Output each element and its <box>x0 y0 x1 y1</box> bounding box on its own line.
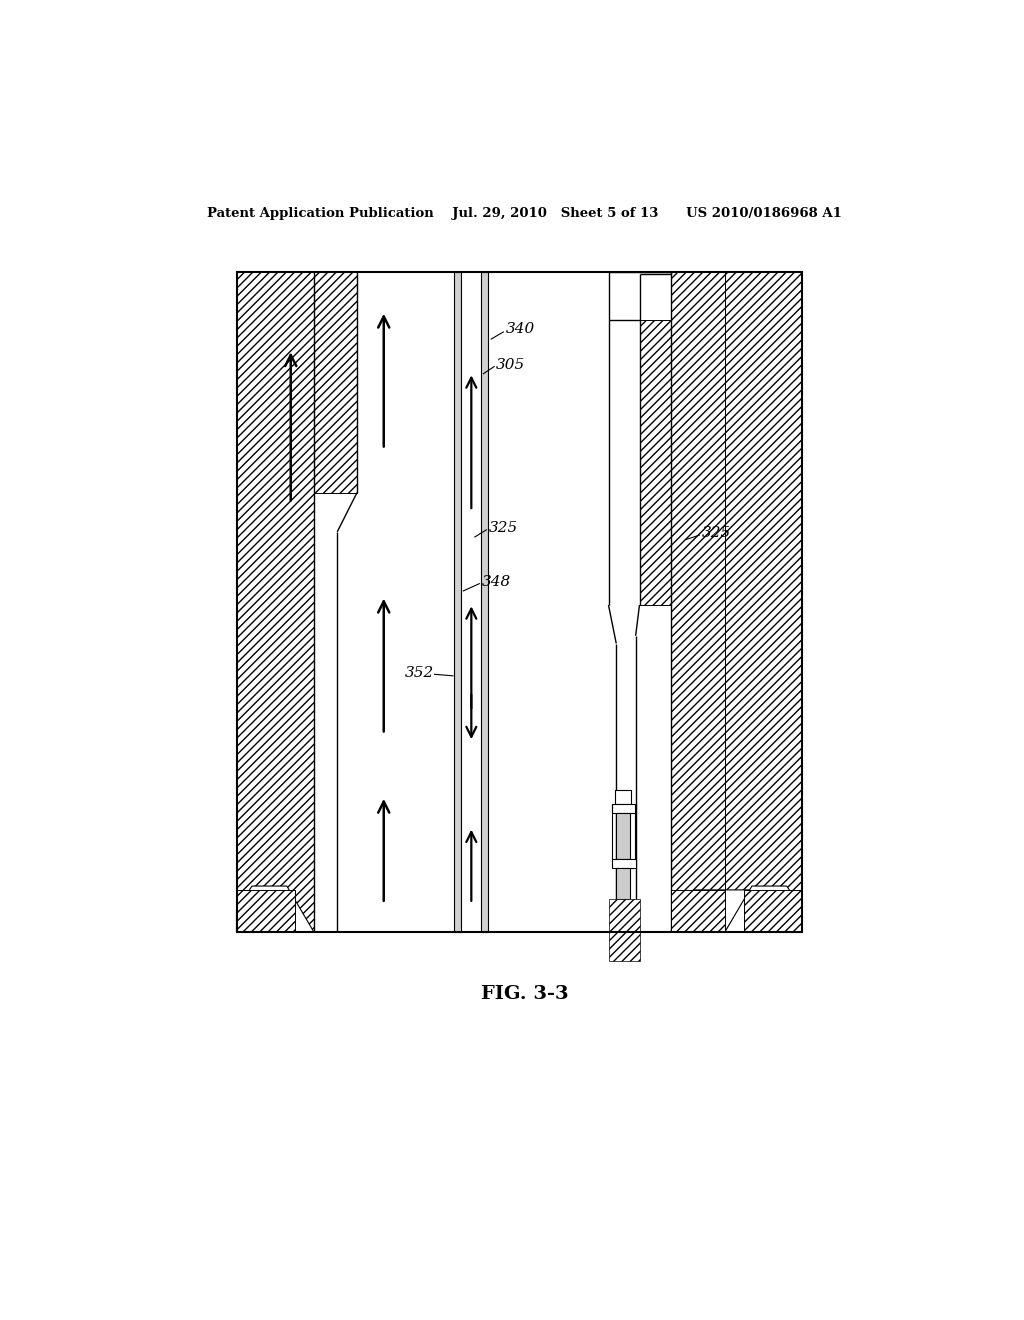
Bar <box>237 272 314 932</box>
Bar <box>616 813 630 859</box>
Bar <box>640 321 671 605</box>
Text: 325: 325 <box>701 527 731 540</box>
Bar <box>616 869 630 899</box>
Bar <box>725 272 802 932</box>
Polygon shape <box>237 886 314 932</box>
Bar <box>337 532 356 932</box>
Bar <box>608 321 640 932</box>
Text: FIG. 3-3: FIG. 3-3 <box>481 985 568 1003</box>
Text: 305: 305 <box>496 358 525 372</box>
Bar <box>612 804 636 813</box>
Text: 352: 352 <box>404 665 434 680</box>
Bar <box>488 272 608 932</box>
Bar <box>608 899 640 961</box>
Bar <box>237 272 802 932</box>
Bar <box>612 859 636 869</box>
Bar <box>356 272 454 932</box>
Text: 348: 348 <box>481 576 511 589</box>
Bar <box>671 890 725 932</box>
Bar <box>671 272 725 932</box>
Bar <box>744 890 802 932</box>
Polygon shape <box>671 890 752 932</box>
Bar <box>461 272 480 932</box>
Bar <box>454 272 461 932</box>
Bar <box>615 789 631 804</box>
Text: Patent Application Publication    Jul. 29, 2010   Sheet 5 of 13      US 2010/018: Patent Application Publication Jul. 29, … <box>208 207 842 220</box>
Text: 340: 340 <box>506 322 535 337</box>
Bar <box>237 272 802 932</box>
Bar <box>314 272 356 494</box>
Polygon shape <box>725 886 802 932</box>
Bar <box>237 890 295 932</box>
Text: 325: 325 <box>488 521 517 535</box>
Bar <box>480 272 488 932</box>
